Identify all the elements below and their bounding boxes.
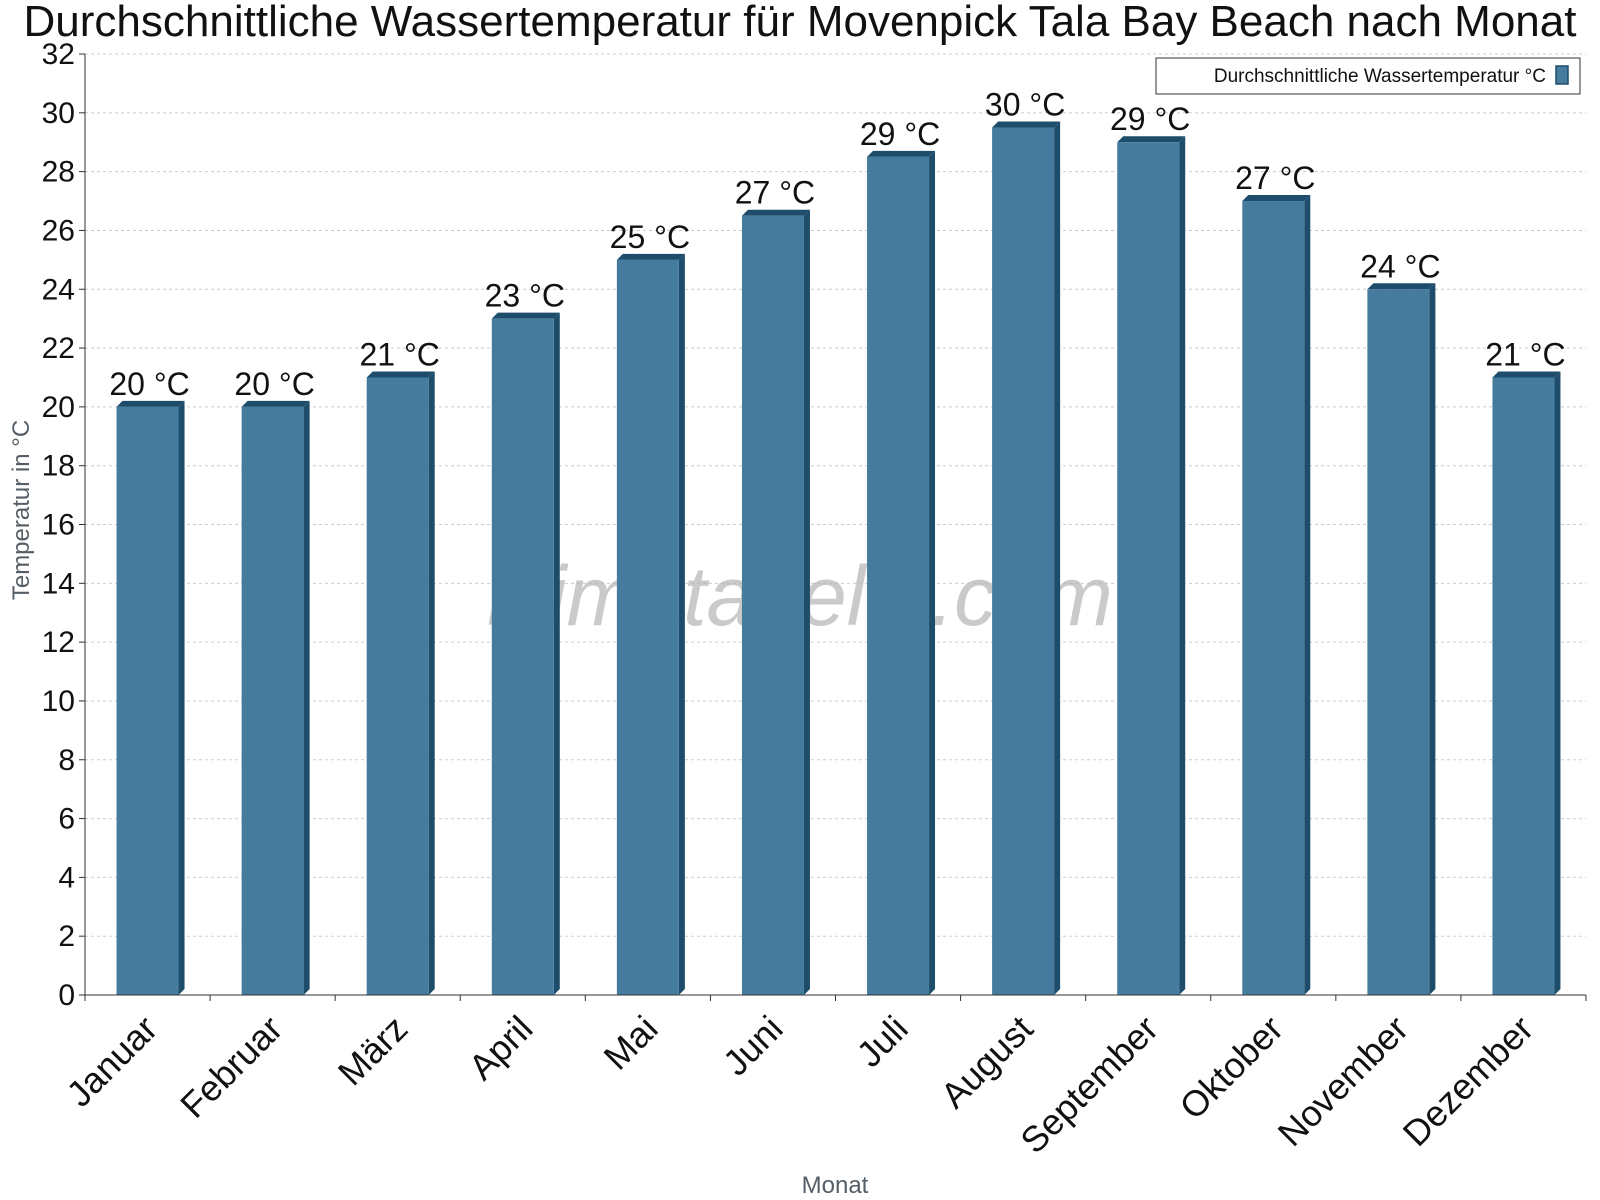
bar-front <box>116 406 179 995</box>
gridlines <box>85 53 1586 937</box>
bar-juni: 27 °C <box>735 175 815 995</box>
y-tick-label: 24 <box>42 273 75 306</box>
bar-front <box>491 318 554 995</box>
bar-front <box>616 259 679 995</box>
bar-april: 23 °C <box>485 278 565 995</box>
bar-top <box>491 312 560 319</box>
y-tick-label: 14 <box>42 567 75 600</box>
bar-märz: 21 °C <box>360 336 440 995</box>
legend-label: Durchschnittliche Wassertemperatur °C <box>1214 66 1546 87</box>
y-tick-label: 12 <box>42 626 75 659</box>
data-label: 21 °C <box>360 336 440 372</box>
legend: Durchschnittliche Wassertemperatur °C <box>1155 57 1581 95</box>
x-axis-label: Monat <box>802 1172 869 1199</box>
chart-title: Durchschnittliche Wassertemperatur für M… <box>24 0 1577 46</box>
x-tick-label: Juni <box>715 1008 791 1084</box>
bar-front <box>992 127 1055 995</box>
y-tick-label: 28 <box>42 156 75 189</box>
bar-front <box>741 215 804 995</box>
bar-side <box>178 400 185 995</box>
data-label: 27 °C <box>735 175 815 211</box>
y-tick-label: 16 <box>42 509 75 542</box>
bars: 20 °C 20 °C 21 °C 23 °C 25 °C 27 °C 29 °C 30 °C… <box>109 87 1566 995</box>
data-label: 20 °C <box>234 366 314 402</box>
bar-februar: 20 °C <box>234 366 315 995</box>
data-label: 24 °C <box>1360 248 1440 284</box>
bar-august: 30 °C <box>985 87 1065 995</box>
data-label: 21 °C <box>1485 336 1565 372</box>
bar-top <box>1367 283 1436 290</box>
bar-side <box>929 150 936 995</box>
bar-september: 29 °C <box>1110 101 1190 995</box>
x-tick-label: Februar <box>172 1008 290 1126</box>
bar-oktober: 27 °C <box>1235 160 1315 995</box>
bar-top <box>241 400 310 407</box>
y-tick-label: 6 <box>58 803 75 836</box>
bar-mai: 25 °C <box>610 219 690 995</box>
y-tick-label: 30 <box>42 97 75 130</box>
legend-swatch <box>1555 65 1569 85</box>
x-tick-label: November <box>1270 1008 1416 1154</box>
data-label: 23 °C <box>485 278 565 314</box>
bar-side <box>1179 136 1186 995</box>
data-label: 29 °C <box>860 116 940 152</box>
bar-front <box>1242 201 1305 995</box>
y-axis-label: Temperatur in °C <box>8 420 35 600</box>
bar-front <box>1367 289 1430 995</box>
bar-top <box>1492 371 1561 378</box>
bar-top <box>992 121 1061 128</box>
bar-side <box>1054 121 1061 995</box>
bar-side <box>1429 283 1436 995</box>
x-tick-label: März <box>330 1008 416 1094</box>
bar-front <box>366 377 429 995</box>
data-label: 25 °C <box>610 219 690 255</box>
y-tick-label: 4 <box>58 861 75 894</box>
bar-side <box>303 400 310 995</box>
y-tick-label: 26 <box>42 214 75 247</box>
bar-top <box>1242 195 1311 202</box>
bar-top <box>616 253 685 260</box>
bar-front <box>241 406 304 995</box>
x-tick-label: Juli <box>849 1008 916 1075</box>
bar-side <box>553 312 560 995</box>
x-tick-label: April <box>461 1008 541 1088</box>
bar-side <box>803 209 810 995</box>
x-tick-label: Dezember <box>1395 1008 1541 1154</box>
bar-front <box>1117 142 1180 995</box>
y-tick-label: 0 <box>58 979 75 1012</box>
bar-side <box>678 253 685 995</box>
data-label: 20 °C <box>109 366 189 402</box>
y-tick-label: 22 <box>42 332 75 365</box>
bar-juli: 29 °C <box>860 116 940 995</box>
bar-november: 24 °C <box>1360 248 1441 995</box>
y-tick-label: 18 <box>42 450 75 483</box>
data-label: 30 °C <box>985 87 1065 123</box>
legend-box <box>1155 57 1581 95</box>
y-tick-label: 8 <box>58 744 75 777</box>
bar-side <box>1554 371 1561 995</box>
bar-front <box>867 156 930 995</box>
x-tick-label: Oktober <box>1171 1008 1291 1128</box>
bar-januar: 20 °C <box>109 366 190 995</box>
x-tick-label: August <box>933 1008 1041 1116</box>
y-tick-label: 20 <box>42 391 75 424</box>
bar-top <box>741 209 810 216</box>
bar-top <box>366 371 435 378</box>
x-tick-label: September <box>1012 1008 1166 1162</box>
y-tick-label: 2 <box>58 920 75 953</box>
data-label: 27 °C <box>1235 160 1315 196</box>
y-tick-label: 32 <box>42 38 75 71</box>
x-tick-label: Mai <box>596 1008 666 1078</box>
bar-side <box>1304 195 1311 995</box>
data-label: 29 °C <box>1110 101 1190 137</box>
bar-top <box>116 400 185 407</box>
x-tick-label: Januar <box>58 1008 165 1115</box>
bar-top <box>1117 136 1186 143</box>
bar-side <box>428 371 435 995</box>
bar-dezember: 21 °C <box>1485 336 1566 995</box>
y-tick-label: 10 <box>42 685 75 718</box>
bar-top <box>867 150 936 157</box>
bar-front <box>1492 377 1555 995</box>
